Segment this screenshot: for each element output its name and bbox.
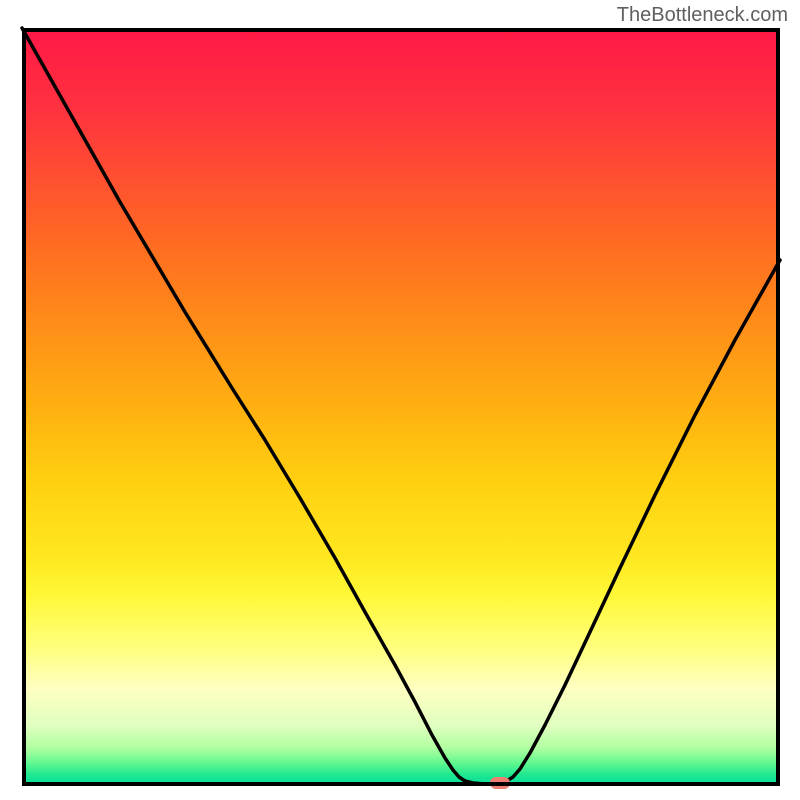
watermark-text: TheBottleneck.com	[617, 4, 788, 27]
minimum-marker	[490, 777, 510, 789]
bottleneck-curve	[0, 0, 800, 800]
chart-container: TheBottleneck.com	[0, 0, 800, 800]
